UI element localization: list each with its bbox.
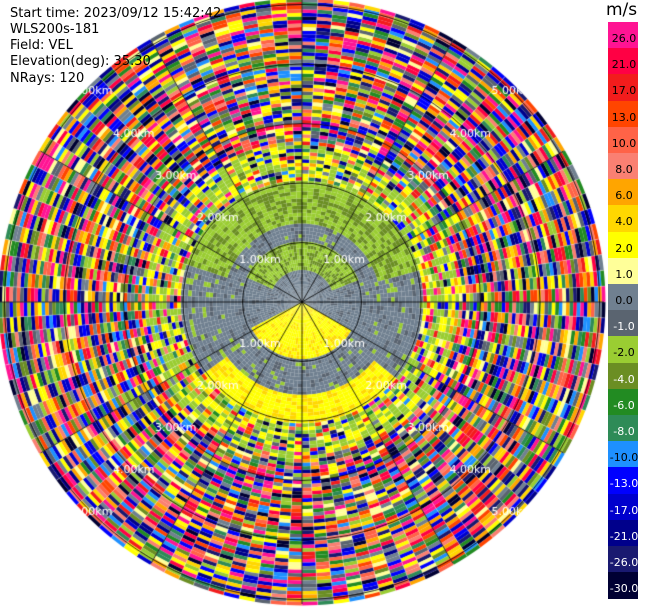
colorbar-cell xyxy=(608,441,638,468)
colorbar-tick-label: 21.0 xyxy=(611,58,637,72)
colorbar-cell xyxy=(608,100,638,128)
colorbar-tick-label: 13.0 xyxy=(611,110,637,124)
colorbar-tick-label: 0.0 xyxy=(615,294,633,307)
start-time-label: Start time: 2023/09/12 15:42:42 xyxy=(10,6,222,21)
colorbar-tick-label: -17.0 xyxy=(609,503,639,517)
colorbar-cell xyxy=(608,519,638,547)
colorbar-tick-label: -4.0 xyxy=(613,372,635,386)
nrays-label: NRays: 120 xyxy=(10,71,85,86)
colorbar-cell xyxy=(608,388,638,416)
colorbar-cell xyxy=(608,231,638,259)
colorbar: 26.0 21.0 17.0 13.0 10.0 8.0 6.0 4.0 2.0 1.0 0.0 -1… xyxy=(608,22,639,599)
colorbar-tick-label: 4.0 xyxy=(615,215,633,229)
colorbar-tick-label: 1.0 xyxy=(615,267,633,281)
colorbar-tick-label: -2.0 xyxy=(613,346,635,360)
colorbar-unit: m/s xyxy=(606,0,638,20)
colorbar-cell xyxy=(608,572,638,599)
instrument-label: WLS200s-181 xyxy=(10,22,100,37)
colorbar-tick-label: 8.0 xyxy=(615,163,633,176)
colorbar-tick-label: -1.0 xyxy=(613,320,635,334)
colorbar-tick-label: 26.0 xyxy=(611,32,637,45)
elevation-label: Elevation(deg): 35.30 xyxy=(10,54,151,69)
colorbar-tick-label: -21.0 xyxy=(609,529,639,543)
colorbar-cell xyxy=(608,257,638,285)
colorbar-cell xyxy=(608,493,638,521)
colorbar-cell xyxy=(608,74,638,102)
colorbar-cell xyxy=(608,179,638,206)
colorbar-tick-label: 10.0 xyxy=(611,136,637,150)
colorbar-tick-label: -6.0 xyxy=(613,398,635,412)
colorbar-tick-label: 17.0 xyxy=(611,84,637,98)
colorbar-cell xyxy=(608,205,638,233)
colorbar-cell xyxy=(608,22,638,49)
colorbar-cell xyxy=(608,415,638,442)
colorbar-cell xyxy=(608,546,638,573)
colorbar-cell xyxy=(608,126,638,154)
colorbar-cell xyxy=(608,48,638,75)
colorbar-tick-label: -8.0 xyxy=(613,425,635,438)
colorbar-cell xyxy=(608,467,638,495)
colorbar-tick-label: -13.0 xyxy=(609,477,639,491)
colorbar-cell xyxy=(608,310,638,337)
colorbar-tick-label: -10.0 xyxy=(609,451,639,465)
colorbar-tick-label: 2.0 xyxy=(615,241,633,255)
colorbar-cell xyxy=(608,284,638,311)
field-label: Field: VEL xyxy=(10,38,73,53)
colorbar-cell xyxy=(608,336,638,364)
colorbar-tick-label: -26.0 xyxy=(609,556,639,569)
colorbar-tick-label: 6.0 xyxy=(615,189,633,203)
colorbar-tick-label: -30.0 xyxy=(609,582,639,596)
colorbar-cell xyxy=(608,362,638,390)
colorbar-cell xyxy=(608,153,638,180)
